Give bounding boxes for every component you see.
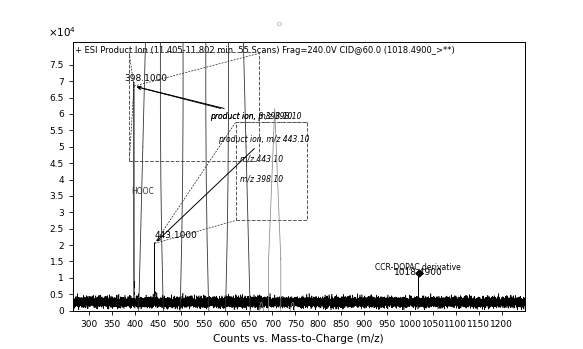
Text: product ion, m/z 398.10: product ion, m/z 398.10	[138, 86, 302, 121]
Bar	[129, 52, 259, 162]
Text: CCR-DOPAC derivative: CCR-DOPAC derivative	[375, 263, 461, 272]
Text: 1018.4900: 1018.4900	[394, 268, 442, 277]
Text: 443.1000: 443.1000	[155, 231, 198, 240]
Text: m/z 398.10: m/z 398.10	[240, 174, 283, 183]
Text: 398.1000: 398.1000	[124, 74, 167, 83]
Text: product ion, β 398.10: product ion, β 398.10	[138, 86, 293, 121]
Text: m/z 443.10: m/z 443.10	[240, 155, 283, 163]
Text: O: O	[277, 22, 282, 27]
X-axis label: Counts vs. Mass-to-Charge (m/z): Counts vs. Mass-to-Charge (m/z)	[213, 334, 384, 344]
Bar	[236, 122, 307, 221]
Text: HOOC: HOOC	[131, 187, 154, 196]
Text: + ESI Product Ion (11.405-11.802 min. 55 Scans) Frag=240.0V CID@60.0 (1018.4900_: + ESI Product Ion (11.405-11.802 min. 55…	[75, 46, 455, 55]
Text: product ion, m/z 443.10: product ion, m/z 443.10	[157, 135, 310, 241]
Text: $\times$10$^{4}$: $\times$10$^{4}$	[48, 25, 76, 39]
